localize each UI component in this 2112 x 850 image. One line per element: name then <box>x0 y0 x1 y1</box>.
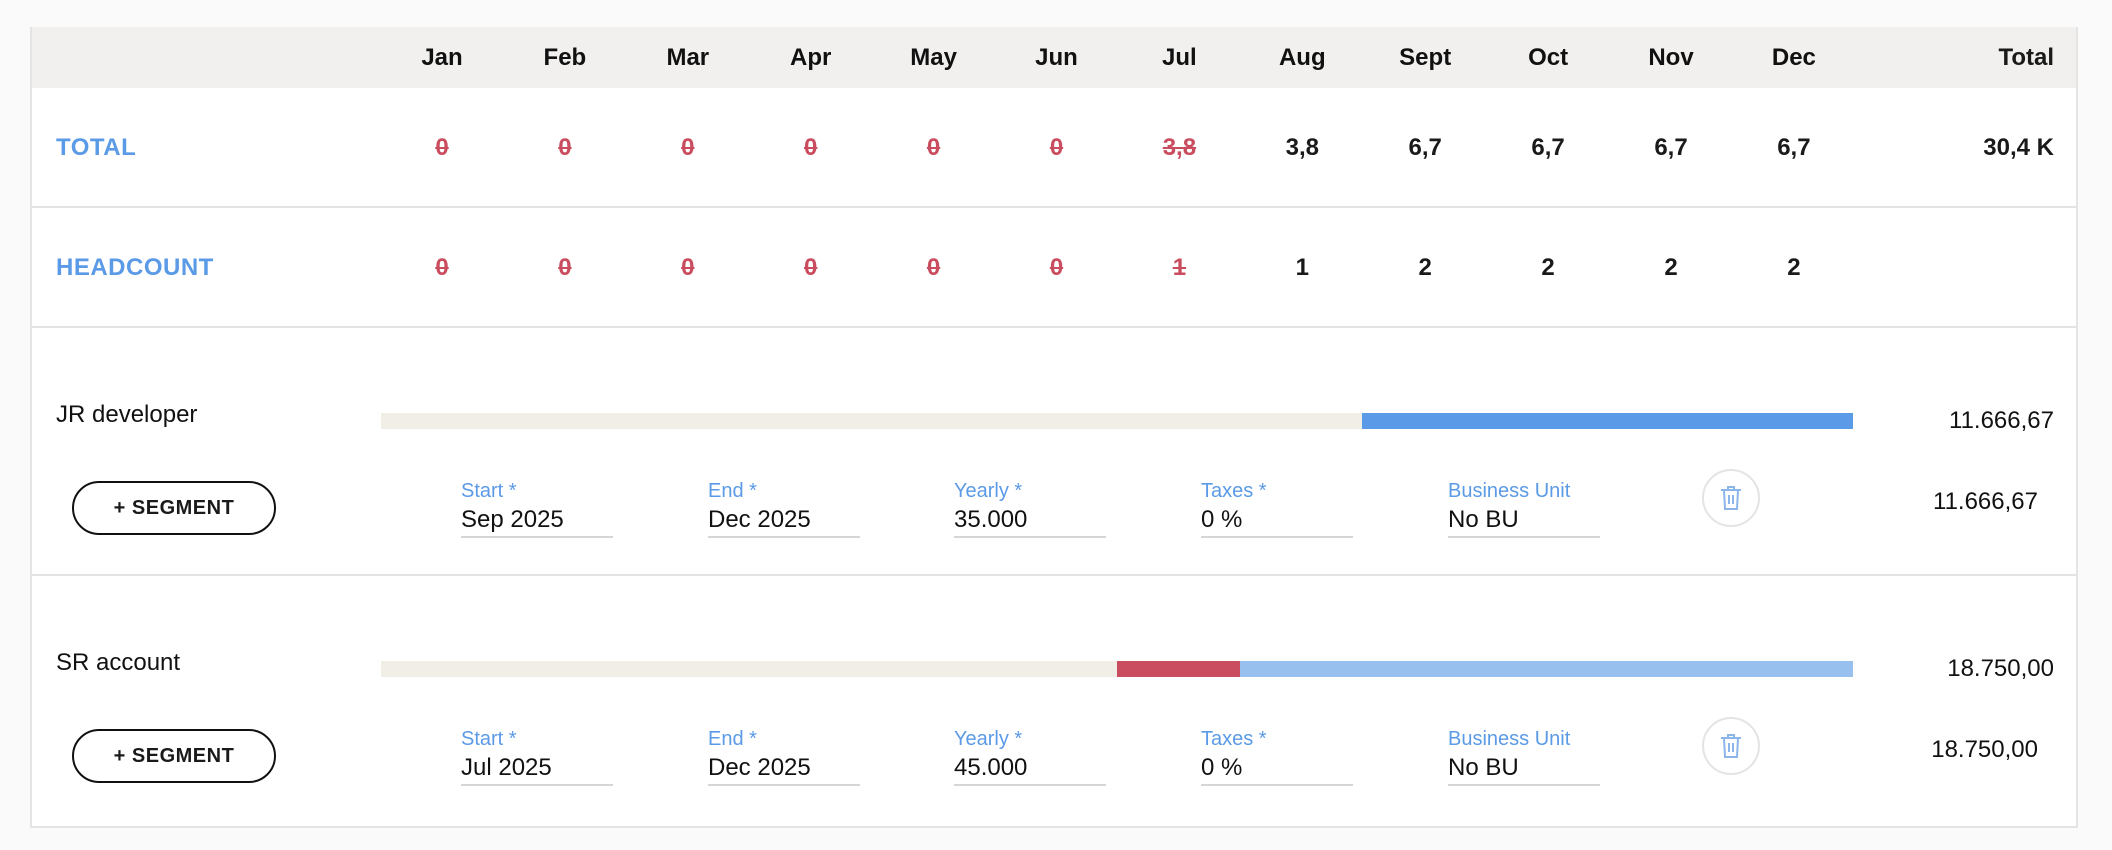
start-label: Start * <box>461 480 517 502</box>
row-total-value: 30,4 K <box>1983 134 2054 161</box>
month-value-cell: 0 <box>1049 134 1064 161</box>
end-field[interactable]: End * Dec 2025 <box>708 726 860 786</box>
timeline-segment[interactable] <box>1239 661 1853 677</box>
business-unit-label: Business Unit <box>1448 480 1571 502</box>
start-value[interactable]: Jul 2025 <box>461 752 613 786</box>
yearly-label: Yearly * <box>954 480 1023 502</box>
position-total: 11.666,67 <box>1949 407 2054 434</box>
month-value-cell: 0 <box>558 254 572 281</box>
business-unit-value[interactable]: No BU <box>1448 504 1600 538</box>
month-value-cell: 0 <box>681 254 695 281</box>
month-value-cell: 0 <box>804 254 818 281</box>
table-header: Jan Feb Mar Apr May Jun Jul Aug Sept Oct Nov Dec Tot… <box>32 27 2076 88</box>
month-value-cell: 3,8 <box>1285 134 1319 161</box>
month-value-cell: 0 <box>435 254 449 281</box>
month-value-cell: 0 <box>804 134 818 161</box>
month-value-cell: 0 <box>1049 254 1064 281</box>
month-header-may: May <box>910 44 957 71</box>
business-unit-field[interactable]: Business Unit No BU <box>1448 478 1600 538</box>
row-label: HEADCOUNT <box>56 254 214 281</box>
end-value[interactable]: Dec 2025 <box>708 504 860 538</box>
budget-table: Jan Feb Mar Apr May Jun Jul Aug Sept Oct Nov Dec Tot… <box>30 27 2078 828</box>
total-column-header: Total <box>1998 44 2054 71</box>
month-header-nov: Nov <box>1648 44 1694 71</box>
start-field[interactable]: Start * Sep 2025 <box>461 478 613 538</box>
timeline-bar <box>381 661 1853 677</box>
position-sr-account: SR account 18.750,00 + SEGMENT Start * J… <box>32 576 2076 826</box>
start-field[interactable]: Start * Jul 2025 <box>461 726 613 786</box>
month-value-cell: 0 <box>435 134 449 161</box>
timeline-bar <box>381 413 1853 429</box>
end-label: End * <box>708 728 757 750</box>
month-header-dec: Dec <box>1771 44 1816 71</box>
end-value[interactable]: Dec 2025 <box>708 752 860 786</box>
month-header-mar: Mar <box>666 44 710 71</box>
month-header-aug: Aug <box>1278 44 1326 71</box>
end-field[interactable]: End * Dec 2025 <box>708 478 860 538</box>
taxes-value[interactable]: 0 % <box>1201 504 1353 538</box>
delete-segment-button[interactable] <box>1702 469 1760 527</box>
month-value-cell: 1 <box>1172 254 1187 281</box>
month-value-cell: 0 <box>926 254 941 281</box>
taxes-value[interactable]: 0 % <box>1201 752 1353 786</box>
business-unit-value[interactable]: No BU <box>1448 752 1600 786</box>
position-name: JR developer <box>56 401 198 428</box>
segment-total: 11.666,67 <box>1933 488 2038 515</box>
taxes-label: Taxes * <box>1201 728 1267 750</box>
month-header-oct: Oct <box>1528 44 1569 71</box>
month-header-jan: Jan <box>421 44 463 71</box>
yearly-field[interactable]: Yearly * 45.000 <box>954 726 1106 786</box>
summary-row-total: TOTAL 30,4 K 0 0 0 0 0 0 3,8 3,8 6,7 6,7 6,7 6,7 <box>32 88 2076 208</box>
add-segment-button[interactable]: + SEGMENT <box>72 481 276 535</box>
month-header-apr: Apr <box>790 44 832 71</box>
month-value-cell: 6,7 <box>1408 134 1442 161</box>
month-value-cell: 6,7 <box>1777 134 1811 161</box>
start-label: Start * <box>461 728 517 750</box>
position-name: SR account <box>56 649 181 676</box>
yearly-value[interactable]: 45.000 <box>954 752 1106 786</box>
trash-icon <box>1721 486 1741 510</box>
row-label: TOTAL <box>56 134 137 161</box>
business-unit-field[interactable]: Business Unit No BU <box>1448 726 1600 786</box>
end-label: End * <box>708 480 757 502</box>
taxes-field[interactable]: Taxes * 0 % <box>1201 726 1353 786</box>
month-value-cell: 3,8 <box>1162 134 1197 161</box>
start-value[interactable]: Sep 2025 <box>461 504 613 538</box>
timeline-segment[interactable] <box>1362 413 1853 429</box>
add-segment-button[interactable]: + SEGMENT <box>72 729 276 783</box>
month-value-cell: 2 <box>1664 254 1678 281</box>
month-value-cell: 6,7 <box>1654 134 1688 161</box>
month-header-feb: Feb <box>543 44 587 71</box>
month-value-cell: 2 <box>1541 254 1555 281</box>
month-value-cell: 0 <box>926 134 941 161</box>
trash-icon <box>1721 734 1741 758</box>
month-value-cell: 2 <box>1418 254 1432 281</box>
timeline-segment[interactable] <box>1117 661 1240 677</box>
yearly-label: Yearly * <box>954 728 1023 750</box>
summary-row-headcount: HEADCOUNT 0 0 0 0 0 0 1 1 2 2 2 2 <box>32 208 2076 328</box>
month-value-cell: 1 <box>1295 254 1309 281</box>
month-value-cell: 0 <box>558 134 572 161</box>
month-header-jul: Jul <box>1162 44 1197 71</box>
delete-segment-button[interactable] <box>1702 717 1760 775</box>
month-value-cell: 0 <box>681 134 695 161</box>
month-header-jun: Jun <box>1035 44 1078 71</box>
yearly-field[interactable]: Yearly * 35.000 <box>954 478 1106 538</box>
taxes-label: Taxes * <box>1201 480 1267 502</box>
month-header-sept: Sept <box>1399 44 1452 71</box>
taxes-field[interactable]: Taxes * 0 % <box>1201 478 1353 538</box>
business-unit-label: Business Unit <box>1448 728 1571 750</box>
position-total: 18.750,00 <box>1947 655 2054 682</box>
segment-total: 18.750,00 <box>1931 736 2038 763</box>
month-value-cell: 6,7 <box>1531 134 1565 161</box>
month-value-cell: 2 <box>1787 254 1801 281</box>
yearly-value[interactable]: 35.000 <box>954 504 1106 538</box>
position-jr-developer: JR developer 11.666,67 + SEGMENT Start *… <box>32 328 2076 576</box>
